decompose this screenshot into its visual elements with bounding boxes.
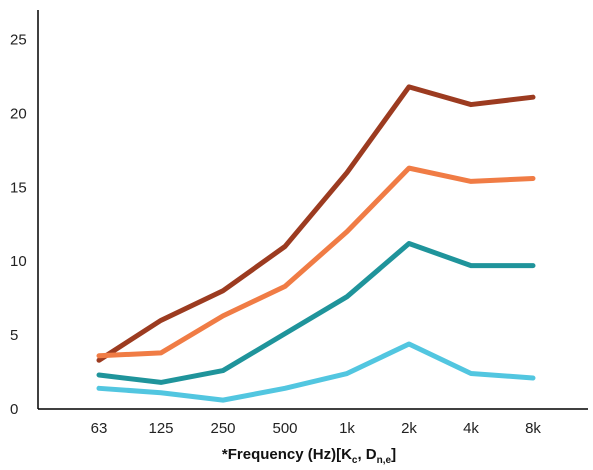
series-line-2 — [96, 165, 536, 359]
y-tick-label: 10 — [10, 253, 27, 270]
series-line-1 — [96, 84, 536, 363]
x-tick-label: 500 — [272, 420, 297, 437]
x-tick-label: 63 — [91, 420, 108, 437]
x-tick-label: 1k — [339, 420, 355, 437]
y-tick-label: 5 — [10, 327, 18, 344]
x-tick-label: 125 — [148, 420, 173, 437]
x-tick-label: 250 — [210, 420, 235, 437]
series-line-3 — [96, 240, 536, 385]
y-axis-ticks: 0 5 10 15 20 25 — [10, 32, 27, 418]
x-tick-label: 4k — [463, 420, 479, 437]
x-axis-ticks: 63 125 250 500 1k 2k 4k 8k — [91, 420, 542, 437]
x-tick-label: 8k — [525, 420, 541, 437]
y-tick-label: 20 — [10, 105, 27, 122]
y-tick-label: 25 — [10, 32, 27, 49]
x-axis-title: *Frequency (Hz)[Kc, Dn,e] — [222, 446, 396, 466]
series-line-4 — [96, 341, 536, 403]
x-tick-label: 2k — [401, 420, 417, 437]
y-tick-label: 0 — [10, 401, 18, 418]
y-tick-label: 15 — [10, 179, 27, 196]
series-lines — [96, 84, 536, 403]
